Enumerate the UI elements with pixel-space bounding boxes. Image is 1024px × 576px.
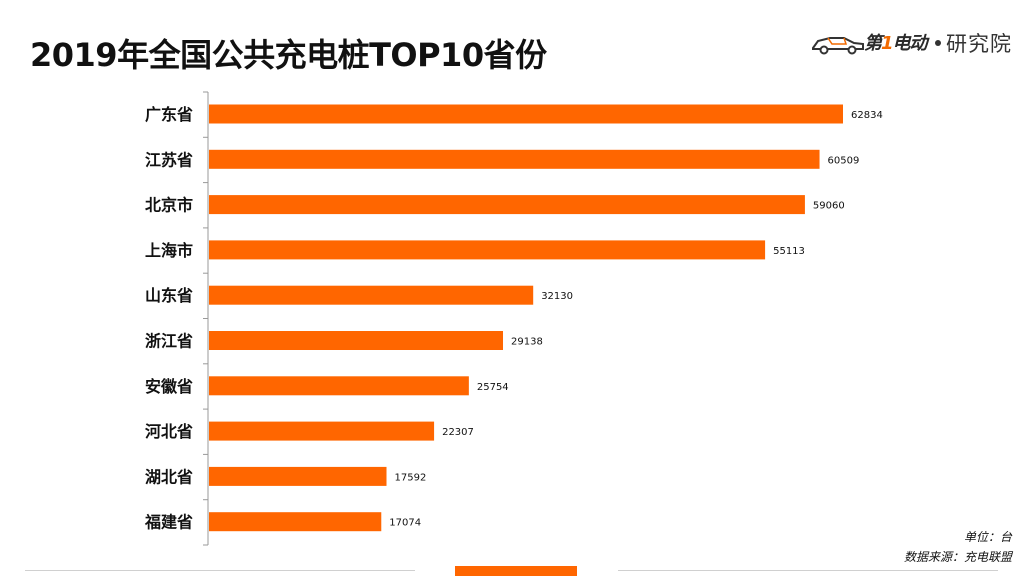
brand-logo: 第1电动 研究院 xyxy=(810,28,1020,58)
bar xyxy=(209,285,534,305)
bar xyxy=(209,104,843,124)
logo-dot xyxy=(935,40,941,46)
data-label: 22307 xyxy=(442,427,474,438)
bar xyxy=(209,421,435,441)
bar xyxy=(209,240,766,260)
data-label: 60509 xyxy=(828,155,860,166)
category-label: 河北省 xyxy=(145,422,193,441)
brand-one: 1 xyxy=(881,33,893,54)
category-label: 福建省 xyxy=(144,513,193,532)
bar xyxy=(209,376,469,396)
brand-prefix: 第 xyxy=(864,33,882,54)
data-label: 25754 xyxy=(477,382,509,393)
data-label: 17592 xyxy=(395,472,427,483)
page-title: 2019年全国公共充电桩TOP10省份 xyxy=(30,36,547,74)
category-label: 安徽省 xyxy=(145,377,193,396)
category-label: 北京市 xyxy=(145,196,193,215)
category-label: 江苏省 xyxy=(145,150,193,169)
bar xyxy=(209,149,820,169)
bar xyxy=(209,512,382,532)
car-icon xyxy=(812,37,864,55)
data-label: 59060 xyxy=(813,201,845,212)
brand-suffix: 电动 xyxy=(892,33,928,54)
data-label: 32130 xyxy=(541,291,573,302)
footer-divider-right xyxy=(618,570,998,571)
category-label: 湖北省 xyxy=(145,467,193,486)
brand-institute: 研究院 xyxy=(946,32,1012,56)
source-note: 数据来源：充电联盟 xyxy=(903,550,1012,564)
footer-divider-left xyxy=(25,570,415,571)
data-label: 29138 xyxy=(511,337,543,348)
category-label: 广东省 xyxy=(145,105,193,124)
unit-note: 单位：台 xyxy=(963,530,1012,544)
category-label: 山东省 xyxy=(145,286,193,305)
data-label: 62834 xyxy=(851,110,883,121)
bar xyxy=(209,466,387,486)
category-label: 上海市 xyxy=(145,241,193,260)
data-label: 17074 xyxy=(389,518,421,529)
data-label: 55113 xyxy=(773,246,805,257)
bar xyxy=(209,331,504,350)
category-label: 浙江省 xyxy=(145,332,193,351)
brand-name: 第1电动 xyxy=(864,29,928,55)
bar xyxy=(209,195,805,215)
footer-accent-bar xyxy=(455,566,577,576)
